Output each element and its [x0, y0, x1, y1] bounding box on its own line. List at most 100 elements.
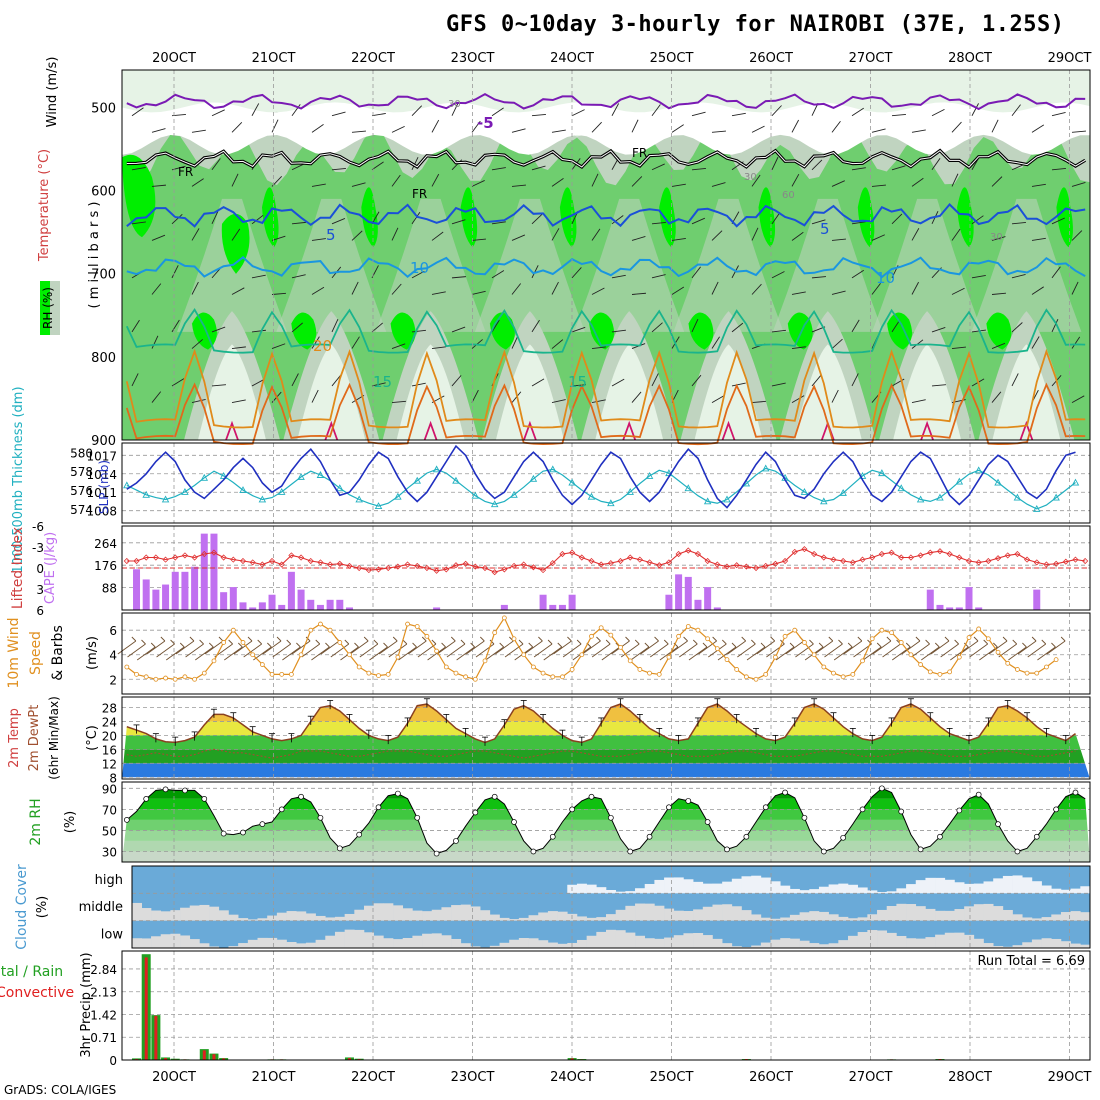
thickness-point	[723, 495, 731, 503]
rh-plume-light	[495, 344, 564, 440]
cloud-cell	[373, 903, 384, 921]
cape-bar	[297, 589, 305, 610]
cloud-cell	[412, 935, 423, 948]
cloud-cell	[151, 936, 162, 948]
cloud-cell	[441, 935, 452, 948]
wind-ylabel: 10m Wind	[6, 617, 22, 688]
lifted-index-point	[307, 557, 314, 565]
cape-bar	[549, 604, 557, 610]
wind-barb-10m	[224, 646, 243, 661]
cloud-cell	[867, 930, 878, 948]
wind-barb	[571, 267, 582, 279]
wind-unit: (m/s)	[85, 636, 100, 670]
rh-2m-point	[879, 785, 885, 792]
wind-barb	[851, 269, 865, 279]
rh-2m-point	[917, 846, 924, 853]
rh-2m-point	[588, 793, 595, 800]
wind-barb	[251, 214, 264, 225]
precip-conv-bar	[212, 1054, 216, 1060]
wind-speed-point	[240, 640, 246, 645]
lifted-index-point	[723, 563, 731, 570]
cloud-cell	[489, 914, 500, 921]
lifted-index-point	[985, 557, 992, 565]
wind-barb	[471, 389, 479, 403]
temp-band-fill	[122, 721, 1090, 736]
wind-barb	[511, 335, 519, 349]
wind-barb-10m	[950, 646, 969, 661]
cloud-cell	[151, 910, 162, 921]
wind-barb-10m	[146, 640, 166, 655]
lifted-index-point	[956, 554, 963, 561]
wind-barb-10m	[727, 640, 746, 655]
wind-barb	[591, 399, 606, 404]
lifted-index-point	[733, 562, 740, 569]
wind-barb	[711, 336, 720, 349]
thickness-line	[126, 467, 1076, 510]
date-tick-top: 22OCT	[351, 51, 395, 66]
cloud-cell	[296, 943, 307, 948]
date-tick-top: 29OCT	[1048, 51, 1092, 66]
date-tick-bottom: 24OCT	[550, 1070, 594, 1085]
cloud-high-cell	[915, 880, 926, 894]
wind-barb	[191, 129, 206, 133]
wind-barb	[631, 176, 643, 187]
thickness-point	[800, 488, 809, 495]
wind-barb	[611, 103, 620, 116]
wind-barb	[671, 237, 686, 241]
cloud-cell	[712, 938, 723, 948]
cloud-cell	[364, 905, 374, 921]
rh-2m-point	[762, 804, 769, 811]
thickness-point	[181, 488, 189, 495]
cloud-cell	[702, 906, 713, 921]
thickness-point	[432, 465, 441, 473]
wind-barb	[211, 326, 226, 333]
wind-barb	[871, 234, 885, 241]
wind-barb	[691, 167, 706, 171]
wind-speed-point	[743, 674, 749, 680]
wind-barb-10m	[165, 646, 185, 661]
lifted-index-point	[946, 550, 953, 558]
wind-barb-10m	[809, 639, 814, 645]
lifted-index-point	[578, 554, 585, 561]
wind-barb-10m	[698, 640, 717, 655]
temp-ylabel: (6hr Min/Max)	[47, 696, 61, 780]
wind-barb	[191, 178, 204, 187]
thickness-point	[200, 473, 209, 481]
cloud-cell	[296, 911, 307, 921]
upper-ytick: 600	[91, 185, 116, 200]
contour-label-minus5: -5	[477, 114, 494, 132]
cloud-high-cell	[596, 887, 607, 894]
wind-barb	[311, 336, 320, 349]
cloud-cell	[228, 914, 239, 921]
wind-speed-point	[347, 652, 352, 658]
wind-speed-point	[1034, 670, 1040, 676]
wind-speed-point	[608, 632, 614, 638]
cloud-cell	[431, 933, 442, 948]
wind-speed-point	[966, 635, 972, 640]
wind-speed-point	[250, 652, 256, 658]
rh-plume-light	[694, 344, 763, 440]
cloud-cell	[867, 914, 878, 921]
cloud-cell	[809, 911, 820, 921]
cape-bar	[675, 574, 683, 610]
wind-ylabel: Speed	[28, 631, 44, 675]
cloud-cell	[818, 911, 829, 921]
temp-contour-25	[125, 382, 1086, 446]
thickness-point	[374, 502, 383, 510]
wind-barb	[571, 326, 586, 333]
cloud-cell	[557, 943, 568, 948]
wind-barb	[171, 378, 185, 387]
lifted-index-point	[888, 549, 895, 556]
wind-barb-10m	[567, 636, 572, 642]
wind-speed-point	[259, 662, 265, 667]
rh-column-grey	[971, 198, 1082, 332]
lifted-index-point	[162, 556, 169, 563]
rh-2m-point	[491, 793, 498, 800]
wind-barb	[551, 228, 560, 241]
cloud-cell	[760, 917, 771, 921]
wind-barb	[771, 156, 779, 170]
rh-2m-point	[646, 833, 653, 840]
lifted-index-point	[820, 554, 827, 561]
wind-speed-point	[521, 652, 527, 658]
wind-barb	[631, 235, 646, 241]
